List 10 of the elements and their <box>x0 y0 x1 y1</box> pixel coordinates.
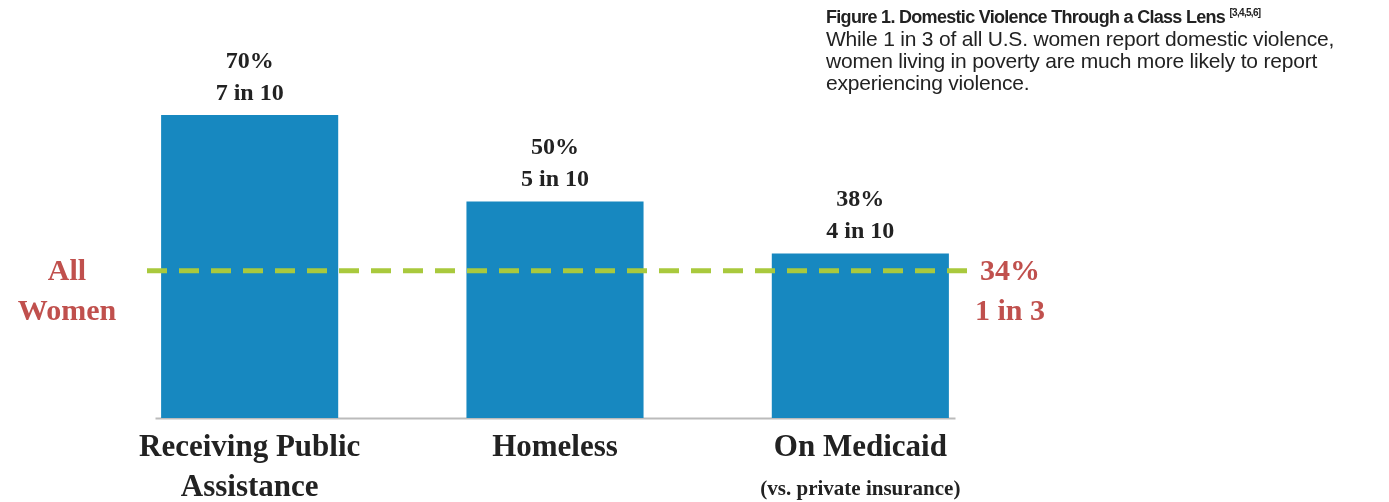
text: All Women <box>17 252 117 326</box>
x-tick-label: On Medicaid (vs. private insurance) <box>760 428 961 500</box>
x-tick-label: Receiving Public Assistance <box>139 428 361 502</box>
ref-line-label: 34% 1 in 3 <box>974 252 1046 326</box>
text: While 1 in 3 of all U.S. women report domestic violence, women living in poverty are much more likely to report experiencing violence. <box>826 27 1336 94</box>
data-label: 50% 5 in 10 <box>520 133 590 192</box>
data-label: 38% 4 in 10 <box>826 185 895 244</box>
x-tick-label: Homeless <box>492 428 618 463</box>
text: Figure 1. Domestic Violence Through a Class Lens $^{[3,4,5,6]}$ <box>826 6 1262 28</box>
data-label: 70% 7 in 10 <box>215 46 284 105</box>
